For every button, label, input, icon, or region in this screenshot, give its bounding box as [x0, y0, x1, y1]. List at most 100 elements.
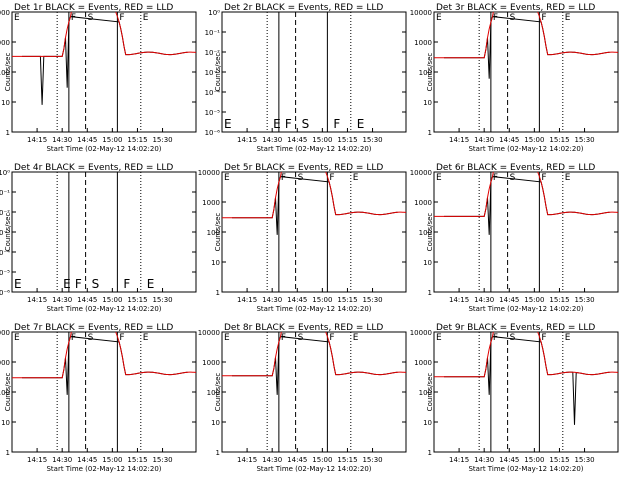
x-axis-label: Start Time (02-May-12 14:02:20) — [468, 305, 583, 313]
x-tick-label: 15:30 — [152, 296, 172, 304]
x-tick-label: 15:30 — [362, 296, 382, 304]
marker-letter: S — [88, 13, 94, 23]
x-tick-label: 15:15 — [549, 296, 569, 304]
series-lld-line — [12, 12, 196, 57]
x-tick-label: 15:00 — [524, 296, 544, 304]
y-tick-label: 1000 — [414, 39, 432, 47]
panel-title: Det 4r BLACK = Events, RED = LLD — [14, 163, 173, 173]
marker-letter: S — [92, 277, 100, 291]
x-tick-label: 15:00 — [102, 456, 122, 464]
y-tick-label: 10000 — [410, 169, 432, 177]
marker-letter: F — [333, 117, 340, 131]
marker-letter: S — [510, 13, 516, 23]
y-tick-label: 10⁻² — [0, 209, 10, 217]
y-tick-label: 1 — [216, 449, 220, 457]
panel-det-1: Det 1r BLACK = Events, RED = LLD Counts/s… — [0, 3, 197, 153]
y-tick-label: 100 — [0, 389, 10, 397]
marker-letter: E — [14, 277, 22, 291]
x-tick-label: 15:30 — [152, 136, 172, 144]
marker-letter: F — [329, 333, 334, 343]
x-tick-label: 14:30 — [474, 456, 494, 464]
x-tick-label: 15:30 — [152, 456, 172, 464]
y-axis-label: Counts/sec — [214, 373, 222, 412]
x-tick-label: 14:45 — [77, 136, 97, 144]
marker-letter: F — [281, 333, 286, 343]
panel-frame — [221, 171, 407, 293]
panel-title: Det 6r BLACK = Events, RED = LLD — [436, 163, 595, 173]
marker-letter: E — [224, 173, 230, 183]
marker-letter: S — [298, 333, 304, 343]
y-tick-label: 10000 — [198, 329, 220, 337]
marker-letter: S — [88, 333, 94, 343]
marker-letter: E — [353, 333, 359, 343]
marker-letter: F — [71, 333, 76, 343]
y-tick-label: 100 — [0, 69, 10, 77]
x-tick-label: 15:15 — [337, 296, 357, 304]
marker-letter: E — [565, 333, 571, 343]
x-tick-label: 15:15 — [549, 456, 569, 464]
y-tick-label: 10⁻³ — [205, 69, 221, 77]
panel-frame — [433, 331, 619, 453]
marker-letter: F — [75, 277, 82, 291]
marker-letter: F — [493, 173, 498, 183]
x-tick-label: 14:15 — [27, 136, 47, 144]
y-tick-label: 100 — [207, 229, 220, 237]
y-tick-label: 10⁰ — [208, 9, 220, 17]
x-tick-label: 14:45 — [287, 136, 307, 144]
y-tick-label: 10000 — [0, 329, 10, 337]
y-tick-label: 10 — [1, 99, 10, 107]
x-tick-label: 14:15 — [27, 456, 47, 464]
marker-letter: F — [285, 117, 292, 131]
y-tick-label: 10⁻² — [205, 49, 221, 57]
x-tick-label: 15:15 — [127, 136, 147, 144]
series-lld-line — [434, 12, 618, 59]
marker-letter: F — [541, 333, 546, 343]
x-tick-label: 14:30 — [52, 136, 72, 144]
x-tick-label: 15:00 — [312, 296, 332, 304]
x-tick-label: 15:15 — [337, 136, 357, 144]
y-tick-label: 1 — [428, 129, 432, 137]
y-tick-label: 10000 — [410, 329, 432, 337]
marker-letter: E — [143, 13, 149, 23]
x-axis-label: Start Time (02-May-12 14:02:20) — [46, 305, 161, 313]
marker-letter: E — [353, 173, 359, 183]
marker-letter: F — [329, 173, 334, 183]
y-tick-label: 100 — [419, 69, 432, 77]
y-tick-label: 1000 — [202, 359, 220, 367]
panel-det-3: Det 3r BLACK = Events, RED = LLD Counts/s… — [410, 3, 619, 153]
x-tick-label: 15:15 — [337, 456, 357, 464]
panel-det-4: Det 4r BLACK = Events, RED = LLD Counts/s… — [0, 163, 197, 313]
y-axis-label: Counts/sec — [4, 53, 12, 92]
x-tick-label: 15:30 — [574, 456, 594, 464]
y-tick-label: 1 — [428, 289, 432, 297]
y-tick-label: 10⁻⁵ — [205, 109, 221, 117]
x-tick-label: 14:30 — [52, 456, 72, 464]
x-tick-label: 14:15 — [237, 296, 257, 304]
y-tick-label: 10⁻¹ — [0, 189, 10, 197]
marker-letter: F — [119, 13, 124, 23]
y-tick-label: 10 — [423, 99, 432, 107]
x-tick-label: 15:30 — [362, 456, 382, 464]
y-tick-label: 10000 — [410, 9, 432, 17]
x-tick-label: 15:30 — [362, 136, 382, 144]
panel-det-8: Det 8r BLACK = Events, RED = LLD Counts/s… — [198, 323, 407, 473]
y-axis-label: Counts/sec — [4, 213, 12, 252]
y-tick-label: 1000 — [414, 199, 432, 207]
marker-letter: F — [119, 333, 124, 343]
panel-frame — [11, 171, 197, 293]
y-tick-label: 10⁻⁶ — [0, 289, 10, 297]
y-tick-label: 100 — [419, 389, 432, 397]
x-tick-label: 14:30 — [474, 296, 494, 304]
x-tick-label: 15:00 — [102, 296, 122, 304]
panel-frame — [221, 11, 407, 133]
marker-letter: F — [71, 13, 76, 23]
marker-letter: E — [436, 333, 442, 343]
y-tick-label: 10 — [211, 419, 220, 427]
y-tick-label: 100 — [207, 389, 220, 397]
y-tick-label: 10000 — [198, 169, 220, 177]
x-axis-label: Start Time (02-May-12 14:02:20) — [256, 305, 371, 313]
x-tick-label: 14:15 — [27, 296, 47, 304]
x-tick-label: 14:15 — [449, 456, 469, 464]
panel-title: Det 8r BLACK = Events, RED = LLD — [224, 323, 383, 333]
